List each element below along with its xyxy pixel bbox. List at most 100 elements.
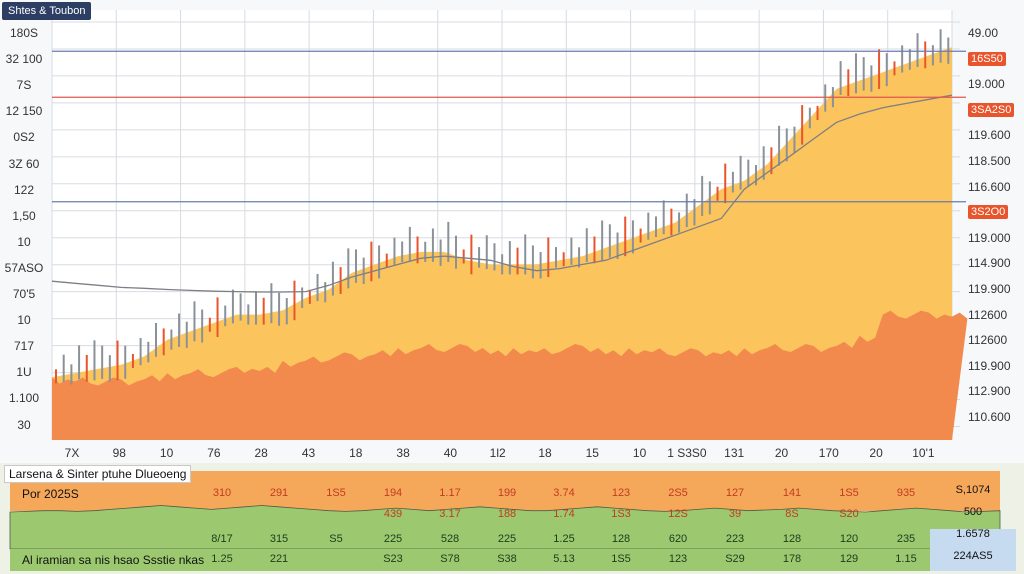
panel-blue-box <box>930 529 1016 551</box>
panel-bottom-label: Al iramian sa nis hsao Ssstie nkas <box>22 553 205 567</box>
x-tick-label: 28 <box>254 446 268 460</box>
panel-value: 221 <box>269 553 289 565</box>
right-axis-label: 114.900 <box>968 256 1011 271</box>
left-axis-label: 30 <box>17 417 31 432</box>
panel-value: 12S <box>668 508 688 520</box>
panel-value: 178 <box>782 553 802 565</box>
panel-value: S29 <box>725 553 745 565</box>
left-axis-label: 122 <box>13 182 35 197</box>
right-axis-label: 112600 <box>968 307 1008 322</box>
panel-value: 3.17 <box>439 508 461 520</box>
x-tick-label: 98 <box>112 446 126 460</box>
panel-value: 1.25 <box>211 553 233 565</box>
panel-value: 291 <box>269 487 289 499</box>
x-tick-label: 38 <box>396 446 410 460</box>
orange-area <box>52 310 968 440</box>
right-axis-label: 119.900 <box>968 282 1011 296</box>
panel-value: 1.25 <box>553 533 575 545</box>
panel-value: 1.74 <box>553 508 575 520</box>
x-tick-label: 10 <box>632 446 647 460</box>
panel-green-wave <box>9 505 1001 550</box>
panel-right-value: S,1074 <box>955 484 991 496</box>
panel-value: 128 <box>782 533 802 545</box>
right-axis-label: 49.00 <box>968 26 999 40</box>
right-axis-label: 118.500 <box>968 154 1011 168</box>
left-axis-label: 70'5 <box>12 287 36 301</box>
right-axis-label: 119.600 <box>968 128 1011 143</box>
x-tick-label: 76 <box>207 446 221 460</box>
panel-value: 141 <box>782 487 802 499</box>
panel-value: 310 <box>212 487 232 499</box>
panel-value: 439 <box>383 508 403 520</box>
panel-value: 528 <box>440 533 460 545</box>
left-axis-label: 12 150 <box>5 104 43 119</box>
right-axis-label: 112.900 <box>968 384 1011 399</box>
right-axis-label: 116.600 <box>968 179 1011 194</box>
panel-value: 223 <box>725 533 745 545</box>
yellow-area <box>52 47 952 440</box>
panel-value: 1S5 <box>839 487 859 499</box>
panel-value: 123 <box>611 487 631 499</box>
left-axis-label: 10 <box>17 313 31 328</box>
chart-title-badge: Shtes & Toubon <box>2 2 92 20</box>
panel-right-value: 1.6578 <box>956 528 990 540</box>
panel-value: 127 <box>725 487 745 499</box>
right-axis-label: 119.000 <box>968 230 1011 245</box>
left-axis-label: 7S <box>16 78 32 93</box>
panel-value: 123 <box>668 553 688 565</box>
x-tick-label: 10'1 <box>912 446 935 460</box>
panel-value: 3.74 <box>553 487 575 499</box>
panel-value: 199 <box>497 487 517 499</box>
panel-value: 225 <box>383 533 403 545</box>
panel-value: 1S5 <box>326 487 346 499</box>
panel-value: 1.15 <box>895 553 917 565</box>
right-axis-label: 3SA2S0 <box>968 102 1015 117</box>
right-axis-label: 3S2O0 <box>968 205 1009 220</box>
x-tick-label: 131 <box>724 446 745 460</box>
x-tick-label: 18 <box>538 446 552 460</box>
panel-value: 128 <box>611 533 631 545</box>
right-axis-label: 19.000 <box>968 77 1005 92</box>
x-tick-label: 170 <box>818 446 839 460</box>
panel-right-value: 224AS5 <box>953 550 993 562</box>
left-axis-label: 57ASO <box>4 260 44 275</box>
left-axis-label: 32 100 <box>5 52 43 67</box>
panel-value: 8S <box>785 508 799 520</box>
panel-value: S20 <box>839 508 859 520</box>
panel-value: 39 <box>728 508 742 520</box>
panel-value: 120 <box>839 533 859 545</box>
panel-value: 1.17 <box>439 487 461 499</box>
panel-value: 194 <box>383 487 403 499</box>
left-axis-label: 0S2 <box>13 130 35 145</box>
panel-blue-box <box>930 551 1016 571</box>
right-axis-label: 110.600 <box>968 410 1011 424</box>
panel-value: 5.13 <box>553 553 575 565</box>
panel-value: S78 <box>440 553 460 565</box>
right-axis-label: 112600 <box>968 333 1008 348</box>
panel-value: 1S3 <box>611 508 631 520</box>
panel-value: S38 <box>497 553 517 565</box>
left-axis-label: 1,50 <box>12 208 36 223</box>
panel-value: 235 <box>896 533 916 545</box>
x-tick-label: 1 S3S0 <box>667 446 707 460</box>
x-tick-label: 43 <box>301 446 316 460</box>
panel-title: Larsena & Sinter ptuhe Dlueoeng <box>4 465 192 483</box>
panel-green-band <box>10 549 1000 571</box>
panel-value: 188 <box>497 508 517 520</box>
panel-value: 2S5 <box>668 487 688 499</box>
x-tick-label: 40 <box>443 446 458 460</box>
panel-value: 1S5 <box>611 553 631 565</box>
panel-value: 620 <box>668 533 688 545</box>
panel-value: 935 <box>896 487 916 499</box>
panel-value: 315 <box>269 533 289 545</box>
right-axis-label: 119.900 <box>968 358 1011 373</box>
panel-value: S23 <box>383 553 403 565</box>
left-axis-label: 3Z 60 <box>8 156 40 171</box>
panel-value: 129 <box>839 553 859 565</box>
panel-subtitle: Por 2025S <box>22 487 79 501</box>
panel-value: 8/17 <box>211 533 233 545</box>
price-chart <box>51 10 968 440</box>
x-tick-label: 1l2 <box>489 446 506 460</box>
panel-value: 225 <box>497 533 517 545</box>
x-tick-label: 18 <box>349 446 363 460</box>
